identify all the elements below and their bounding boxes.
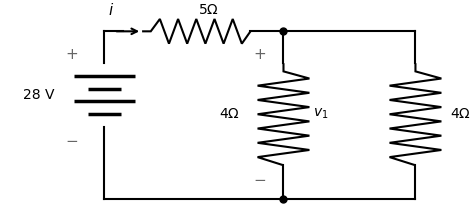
Text: 5$\Omega$: 5$\Omega$ — [198, 3, 219, 17]
Text: $i$: $i$ — [109, 2, 115, 18]
Text: $-$: $-$ — [65, 132, 78, 147]
Text: $+$: $+$ — [65, 47, 78, 62]
Text: 28 V: 28 V — [23, 88, 54, 102]
Text: $v_1$: $v_1$ — [313, 107, 329, 122]
Text: 4$\Omega$: 4$\Omega$ — [450, 107, 471, 121]
Text: $-$: $-$ — [253, 171, 266, 186]
Text: $+$: $+$ — [254, 47, 266, 62]
Text: 4$\Omega$: 4$\Omega$ — [219, 107, 240, 121]
